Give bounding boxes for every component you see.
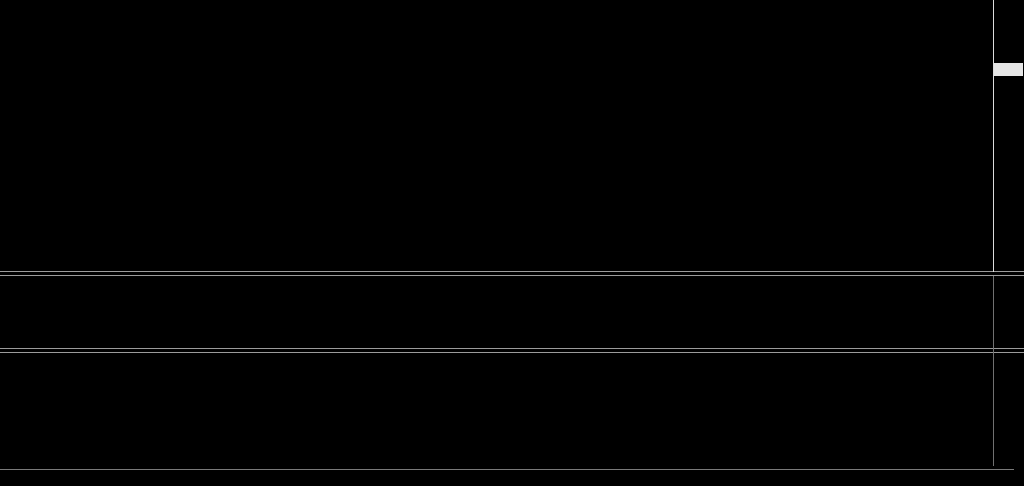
panel-separator-main-rm[interactable] [0, 271, 1024, 276]
current-price-box [994, 63, 1023, 76]
time-axis-line [0, 469, 1014, 470]
rsi-indicator-chart[interactable] [0, 353, 993, 466]
panel-scale-border [993, 276, 994, 466]
panel-separator-rm-rsi[interactable] [0, 348, 1024, 353]
main-price-chart[interactable] [0, 0, 993, 272]
main-scale-border [993, 0, 994, 272]
